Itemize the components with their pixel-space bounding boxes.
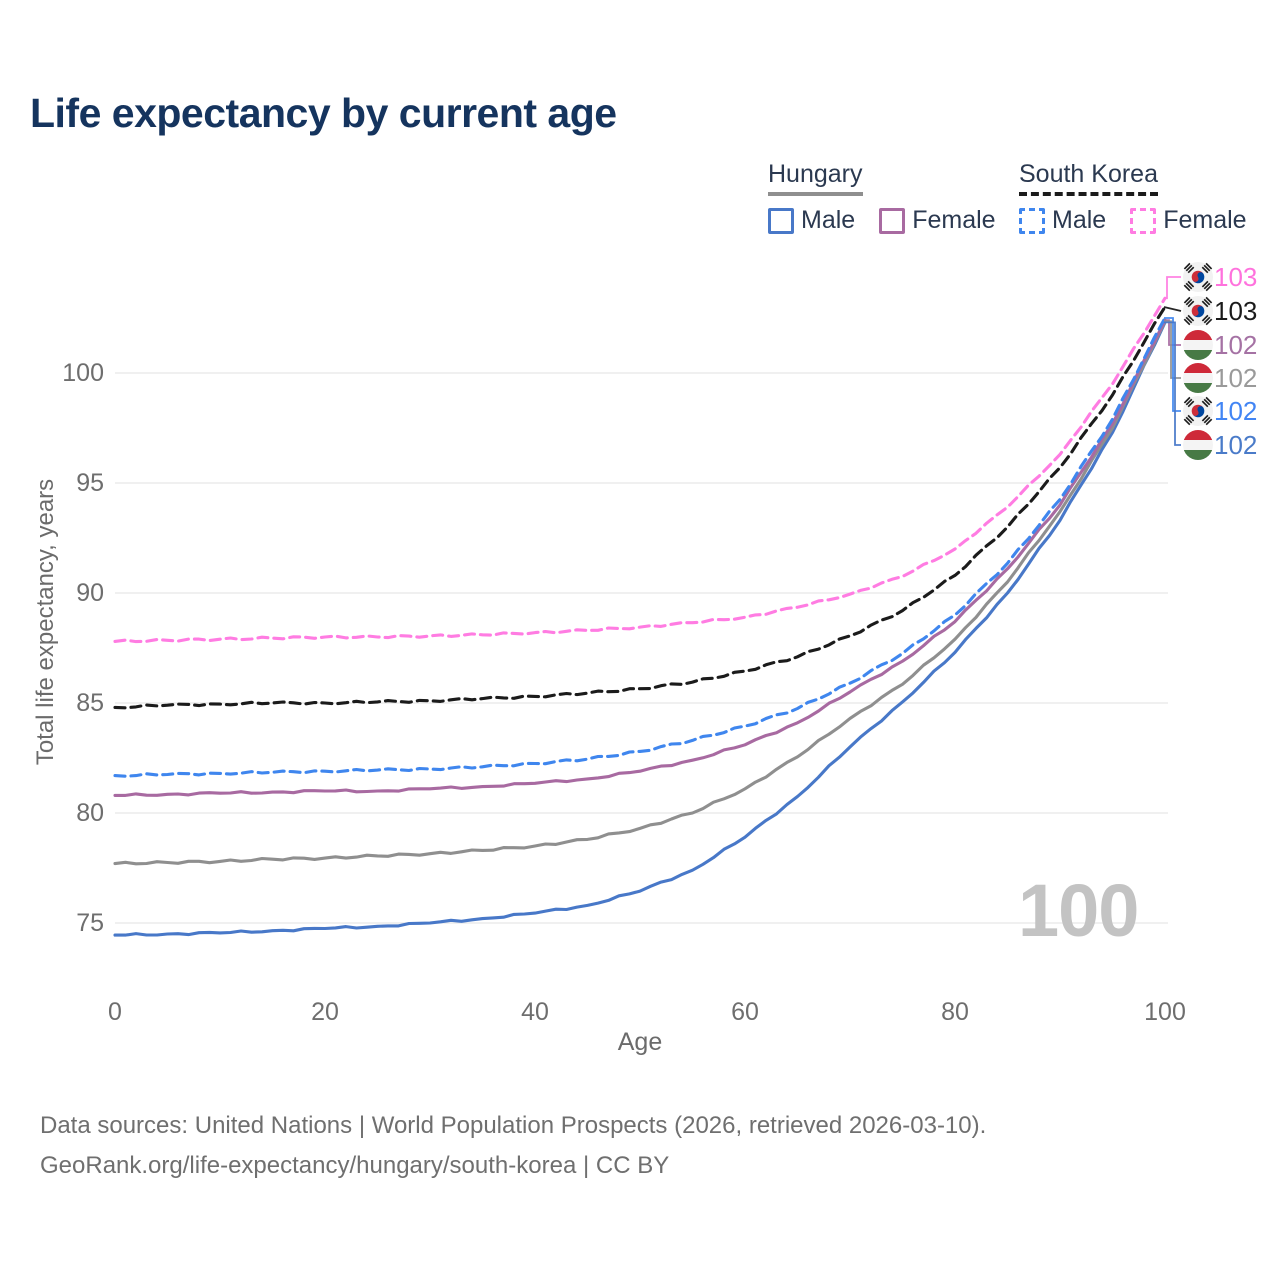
legend-swatch-hungary-female[interactable] <box>879 207 906 234</box>
series-line-south-korea-female[interactable] <box>113 296 1167 644</box>
end-connector-south-korea-male <box>1164 317 1181 412</box>
flag-kr-icon <box>1183 262 1213 292</box>
end-connector-south-korea-total <box>1163 306 1182 312</box>
footer: Data sources: United Nations | World Pop… <box>40 1106 986 1186</box>
end-value-label-south-korea-female: 103 <box>1214 262 1257 292</box>
end-value-label-hungary-female: 102 <box>1214 330 1257 360</box>
legend-country-south-korea[interactable]: South Korea <box>1019 160 1158 196</box>
page-title: Life expectancy by current age <box>30 90 617 136</box>
age-watermark: 100 <box>1018 869 1139 952</box>
legend-row-hungary: Male Female <box>768 206 996 235</box>
x-tick-label-20: 20 <box>311 998 339 1026</box>
legend-country-hungary[interactable]: Hungary <box>768 160 863 196</box>
flag-hu-icon <box>1183 430 1213 460</box>
end-connector-south-korea-female <box>1164 276 1181 300</box>
x-axis-title: Age <box>617 1028 663 1056</box>
y-axis-title: Total life expectancy, years <box>32 478 59 766</box>
legend-swatch-south-korea-female[interactable] <box>1130 207 1157 234</box>
end-value-label-south-korea-total: 103 <box>1214 296 1257 326</box>
y-tick-label-100: 100 <box>62 359 104 387</box>
footer-data-sources: Data sources: United Nations | World Pop… <box>40 1112 987 1139</box>
x-tick-label-100: 100 <box>1144 998 1186 1026</box>
y-tick-label-90: 90 <box>76 579 104 607</box>
legend-label-hungary-female[interactable]: Female <box>912 206 996 234</box>
legend-label-south-korea-male[interactable]: Male <box>1052 206 1107 234</box>
x-tick-label-80: 80 <box>941 998 969 1026</box>
y-tick-label-75: 75 <box>76 909 104 937</box>
legend-swatch-south-korea-male[interactable] <box>1019 207 1045 234</box>
flag-hu-icon <box>1183 330 1213 360</box>
end-value-label-hungary-male: 102 <box>1214 430 1257 460</box>
footer-attribution-link: GeoRank.org/life-expectancy/hungary/sout… <box>40 1152 670 1179</box>
legend-group-south-korea: South Korea Male Female <box>1019 160 1247 235</box>
x-tick-label-60: 60 <box>731 998 759 1026</box>
end-connector-hungary-total <box>1164 320 1181 379</box>
end-value-label-hungary-total: 102 <box>1214 363 1257 393</box>
end-value-label-south-korea-male: 102 <box>1214 396 1257 426</box>
legend-label-south-korea-female[interactable]: Female <box>1163 206 1247 234</box>
end-connector-hungary-male <box>1164 321 1181 446</box>
y-tick-label-80: 80 <box>76 799 104 827</box>
y-tick-label-95: 95 <box>76 469 104 497</box>
series-line-hungary-total[interactable] <box>113 319 1167 866</box>
x-tick-label-40: 40 <box>521 998 549 1026</box>
series-line-south-korea-total[interactable] <box>113 305 1167 710</box>
series-line-hungary-female[interactable] <box>113 318 1167 797</box>
legend-row-south-korea: Male Female <box>1019 206 1247 235</box>
flag-kr-icon <box>1183 396 1213 426</box>
series-line-south-korea-male[interactable] <box>113 316 1167 778</box>
legend-label-hungary-male[interactable]: Male <box>801 206 856 234</box>
legend-group-hungary: Hungary Male Female <box>768 160 996 235</box>
y-tick-label-85: 85 <box>76 689 104 717</box>
series-line-hungary-male[interactable] <box>113 320 1167 937</box>
flag-kr-icon <box>1183 296 1213 326</box>
flag-hu-icon <box>1183 363 1213 393</box>
legend-swatch-hungary-male[interactable] <box>768 207 794 234</box>
x-tick-label-0: 0 <box>108 998 122 1026</box>
